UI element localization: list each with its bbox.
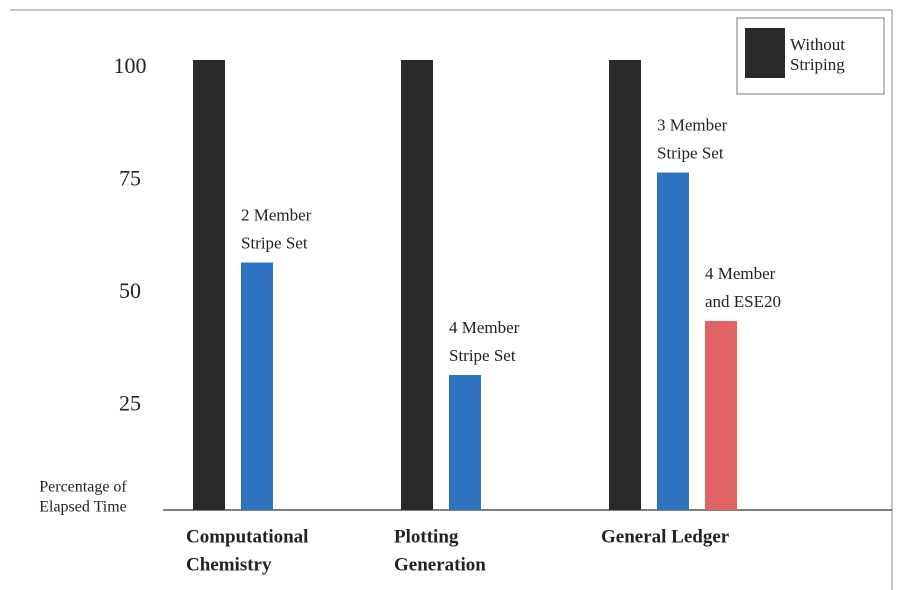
bar bbox=[193, 60, 225, 510]
legend-label: Without bbox=[790, 35, 845, 54]
bar-annotation: Stripe Set bbox=[449, 346, 516, 365]
legend-label: Striping bbox=[790, 55, 845, 74]
x-tick-label: General Ledger bbox=[601, 526, 730, 547]
bar bbox=[657, 172, 689, 510]
bar-annotation: Stripe Set bbox=[241, 233, 308, 252]
bar-annotation: 3 Member bbox=[657, 115, 728, 134]
bar-annotation: Stripe Set bbox=[657, 143, 724, 162]
y-axis-label: Elapsed Time bbox=[39, 499, 127, 516]
x-tick-label: Plotting bbox=[394, 526, 459, 547]
legend-box bbox=[736, 17, 885, 95]
bar bbox=[609, 60, 641, 510]
bar-annotation: 4 Member bbox=[705, 264, 776, 283]
bar-annotation: 4 Member bbox=[449, 318, 520, 337]
y-tick-label: 75 bbox=[119, 166, 141, 191]
bar bbox=[241, 262, 273, 510]
x-tick-label: Computational bbox=[186, 526, 308, 547]
x-tick-label: Chemistry bbox=[186, 554, 272, 575]
bar bbox=[401, 60, 433, 510]
bar-annotation: 2 Member bbox=[241, 205, 312, 224]
y-tick-label: 25 bbox=[119, 391, 141, 416]
y-axis-label: Percentage of bbox=[39, 479, 127, 496]
bar-annotation: and ESE20 bbox=[705, 292, 781, 311]
legend-swatch bbox=[745, 28, 785, 78]
bar bbox=[449, 375, 481, 510]
y-tick-label: 50 bbox=[119, 278, 141, 303]
bar bbox=[705, 321, 737, 510]
y-tick-label: 100 bbox=[114, 53, 147, 78]
x-tick-label: Generation bbox=[394, 554, 486, 575]
